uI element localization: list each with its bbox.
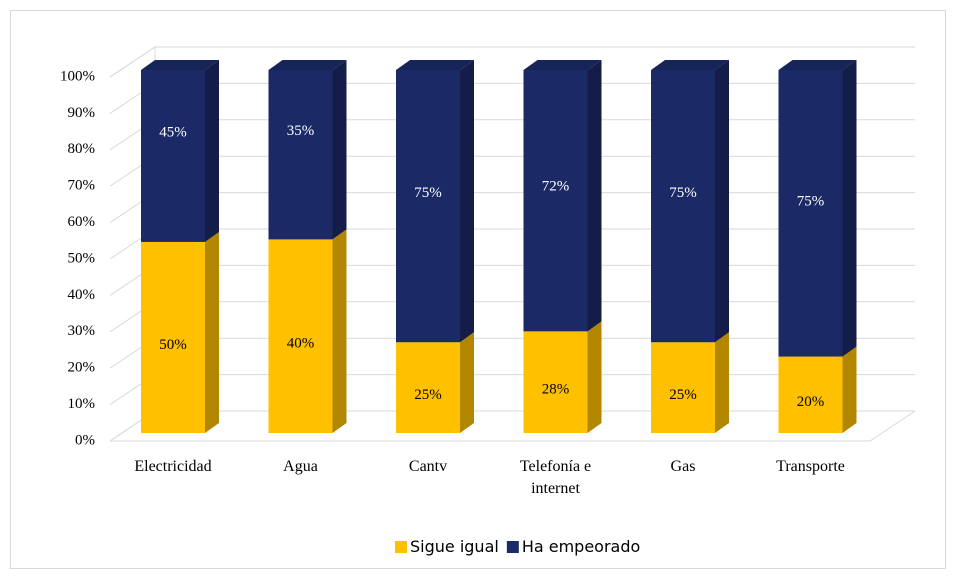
bar-side [587,60,602,332]
x-tick-label: Agua [283,458,318,475]
bar-top [268,60,347,70]
bar-side [205,231,219,433]
data-label: 25% [414,387,442,403]
y-tick-label: 40% [68,287,96,303]
x-tick-label: Electricidad [134,458,212,475]
bar-side [715,332,729,433]
data-label: 75% [797,193,825,209]
x-tick-label: Telefonía e internet [519,458,592,497]
data-label: 75% [414,185,442,201]
y-tick-label: 100% [60,68,95,84]
data-label: 35% [287,123,315,139]
bar-side [205,60,219,242]
bar-segment [651,70,715,343]
data-label: 45% [159,125,187,141]
bar-side [587,321,602,433]
bar-top [141,60,219,70]
bar-segment [778,70,843,357]
data-label: 25% [669,387,697,403]
data-label: 40% [287,336,315,352]
data-label: 50% [159,337,187,353]
bar-top [778,60,857,70]
y-tick-label: 60% [68,214,96,230]
x-tick-label: Gas [670,458,696,475]
bar-segment [141,241,205,433]
y-tick-label: 80% [68,141,96,157]
legend-label: Ha empeorado [521,537,641,556]
bar-segment [268,239,333,433]
bar-segment [396,342,460,433]
legend-swatch [506,541,519,553]
y-tick-label: 20% [68,360,96,376]
bar-side [460,332,474,433]
bar-side [842,60,857,357]
x-tick-label: Cantv [408,458,448,475]
data-label: 28% [542,382,570,398]
bar-segment [778,356,843,433]
bar-segment [523,331,588,433]
chart-border [10,10,946,569]
bar-segment [651,342,715,433]
floor [110,410,916,442]
y-tick-label: 90% [68,105,96,121]
bar-side [332,229,347,433]
bar-top [396,60,474,70]
bar-top [651,60,729,70]
x-tick-label: Transporte [776,458,845,475]
bar-side [842,346,857,433]
data-label: 72% [542,178,570,194]
grid-line [109,46,915,78]
y-tick-label: 70% [68,178,96,194]
legend-label: Sigue igual [410,537,499,556]
bar-segment [141,70,205,242]
data-label: 75% [669,185,697,201]
bar-segment [268,70,333,240]
bar-segment [396,70,460,343]
y-tick-label: 50% [68,250,96,266]
data-label: 20% [797,394,825,410]
bar-side [460,60,474,343]
bar-side [332,60,347,240]
y-tick-label: 30% [68,323,96,339]
bar-side [715,60,729,343]
bar-top [523,60,602,70]
y-tick-label: 0% [75,432,95,448]
bar-segment [523,70,588,332]
y-tick-label: 10% [68,396,96,412]
legend-swatch [395,541,407,553]
